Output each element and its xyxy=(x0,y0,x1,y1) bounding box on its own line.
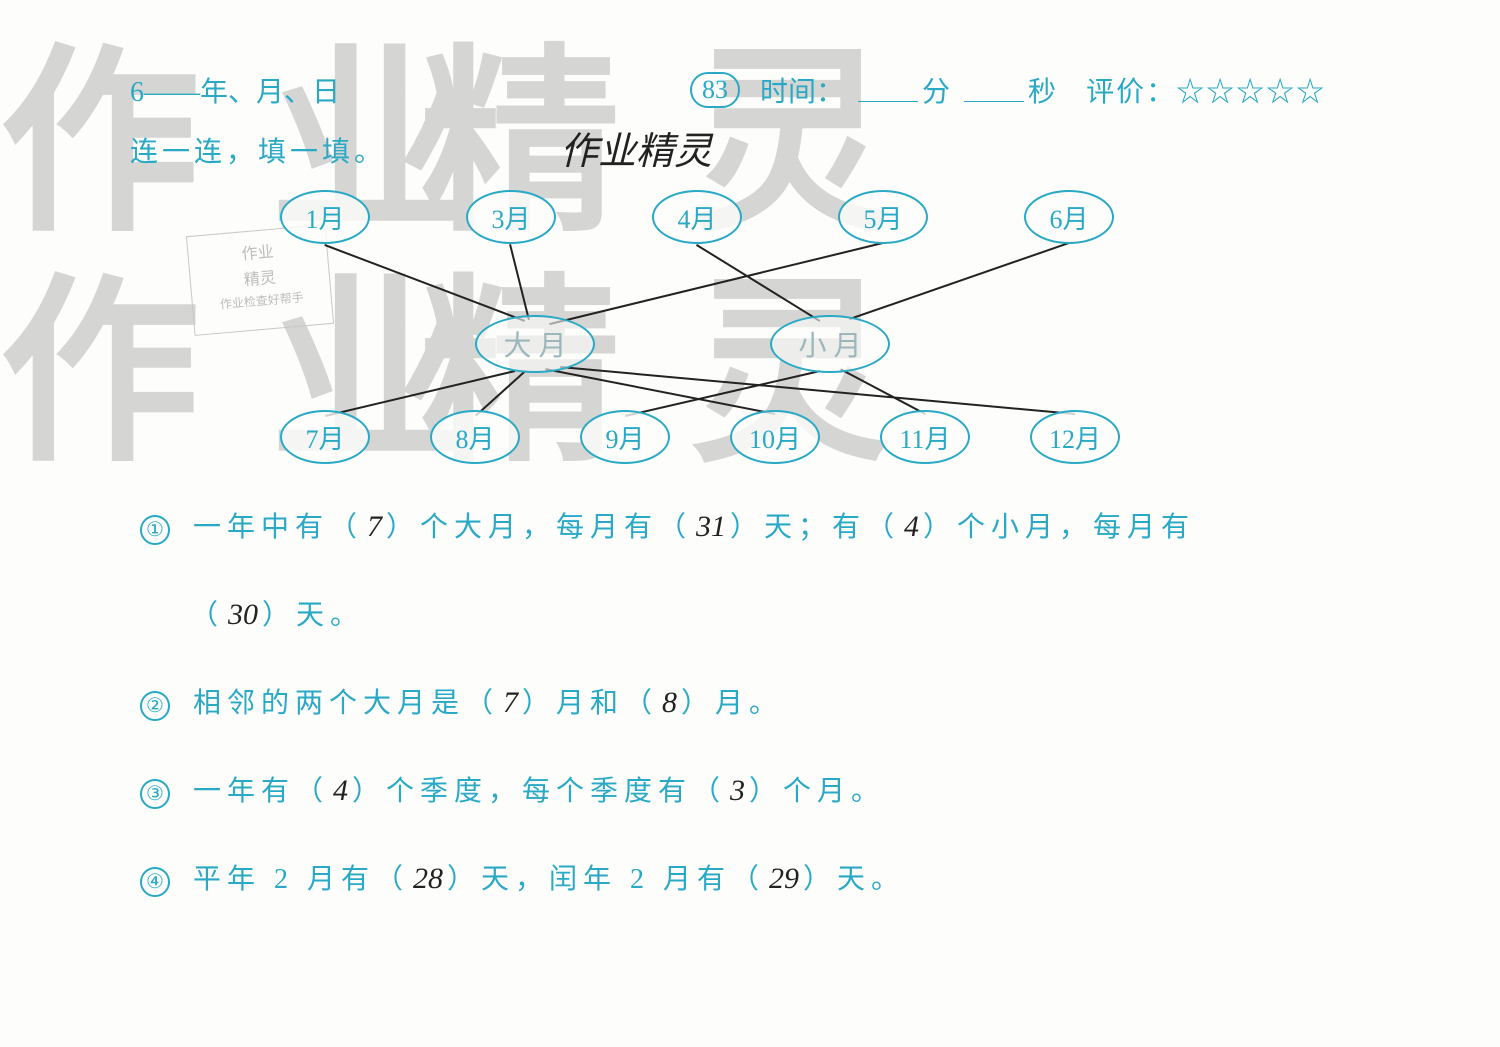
month-bubble: 7月 xyxy=(280,410,370,464)
second-blank[interactable] xyxy=(964,78,1024,102)
rating-label: 评价：☆☆☆☆☆ xyxy=(1086,70,1326,110)
answer: 31 xyxy=(692,510,730,543)
question-1-cont: （30）天。 xyxy=(140,588,1300,642)
matching-diagram: 1月 3月 4月 5月 6月大 月 小 月 7月 8月 9月 10月 11月 12月 xyxy=(130,190,1230,490)
question-number: ① xyxy=(140,515,170,545)
month-bubble: 9月 xyxy=(580,410,670,464)
answer: 8 xyxy=(658,686,681,719)
minute-label: 分 xyxy=(922,70,950,110)
question-2: ② 相邻的两个大月是（7）月和（8）月。 xyxy=(140,676,1300,730)
question-number: ③ xyxy=(140,779,170,809)
category-bubble: 大 月 xyxy=(475,315,595,373)
month-bubble: 8月 xyxy=(430,410,520,464)
answer: 4 xyxy=(900,510,923,543)
month-bubble: 5月 xyxy=(838,190,928,244)
answer: 4 xyxy=(329,774,352,807)
month-bubble: 6月 xyxy=(1024,190,1114,244)
answer: 7 xyxy=(363,510,386,543)
handwritten-watermark: 作业精灵 xyxy=(560,120,712,175)
answer: 29 xyxy=(765,862,803,895)
chapter-title: 6——年、月、日 xyxy=(130,70,340,110)
answer: 7 xyxy=(499,686,522,719)
minute-blank[interactable] xyxy=(858,78,918,102)
connection-line xyxy=(625,370,820,416)
question-3: ③ 一年有（4）个季度，每个季度有（3）个月。 xyxy=(140,764,1300,818)
month-bubble: 10月 xyxy=(730,410,820,464)
month-bubble: 3月 xyxy=(466,190,556,244)
time-label: 时间： xyxy=(760,70,844,110)
question-number: ④ xyxy=(140,867,170,897)
page-header: 6——年、月、日 83 时间： 分 秒 评价：☆☆☆☆☆ xyxy=(130,70,1420,110)
answer: 30 xyxy=(224,598,262,631)
month-bubble: 4月 xyxy=(652,190,742,244)
month-bubble: 11月 xyxy=(880,410,970,464)
connection-line xyxy=(560,367,1075,415)
connection-line xyxy=(550,243,883,325)
question-number: ② xyxy=(140,691,170,721)
connection-line xyxy=(840,369,926,415)
connection-line xyxy=(510,244,530,320)
second-label: 秒 xyxy=(1028,70,1056,110)
question-1: ① 一年中有（7）个大月，每月有（31）天；有（4）个小月，每月有 xyxy=(140,500,1300,554)
connection-line xyxy=(325,370,515,416)
month-bubble: 12月 xyxy=(1030,410,1120,464)
instruction-text: 连一连，填一填。 xyxy=(130,130,386,170)
questions-block: ① 一年中有（7）个大月，每月有（31）天；有（4）个小月，每月有 （30）天。… xyxy=(140,500,1300,940)
connection-line xyxy=(324,244,525,321)
category-bubble: 小 月 xyxy=(770,315,890,373)
answer: 3 xyxy=(726,774,749,807)
answer: 28 xyxy=(409,862,447,895)
month-bubble: 1月 xyxy=(280,190,370,244)
page-number-badge: 83 xyxy=(690,72,740,108)
question-4: ④ 平年 2 月有（28）天，闰年 2 月有（29）天。 xyxy=(140,852,1300,906)
connection-line xyxy=(850,243,1069,320)
